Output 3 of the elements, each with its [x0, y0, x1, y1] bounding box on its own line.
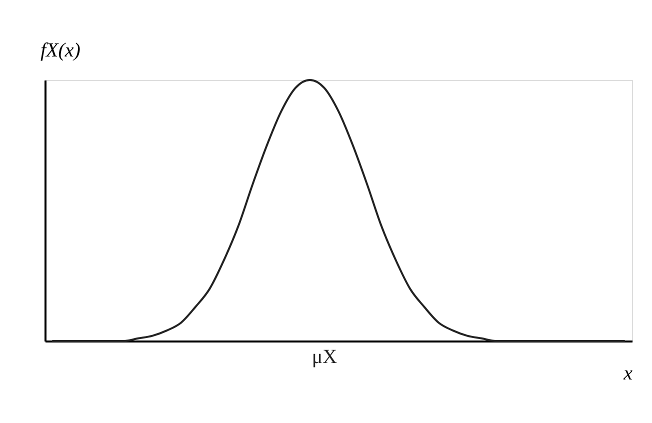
text: μX — [312, 346, 338, 368]
x-axis-title: x — [622, 362, 633, 384]
y-axis-title: fX(x) — [40, 40, 81, 62]
